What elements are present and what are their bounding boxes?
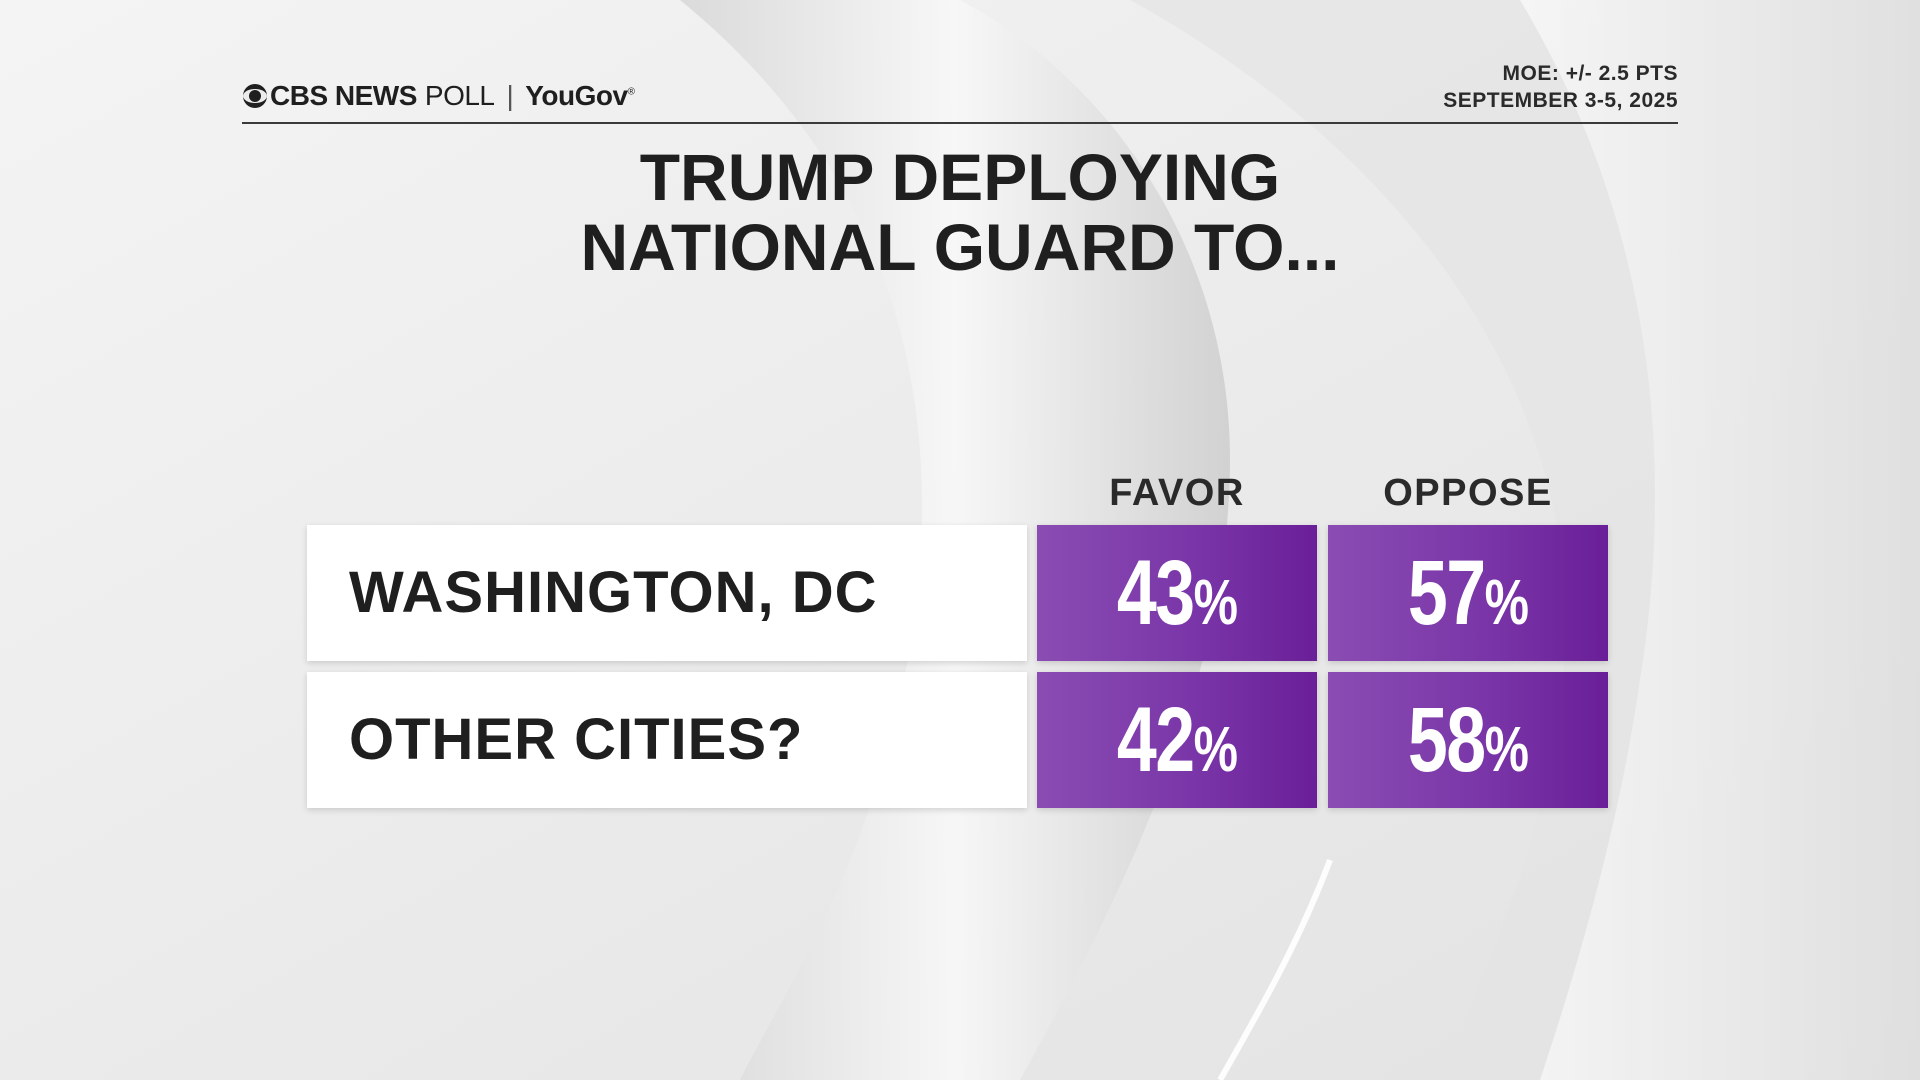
brand-separator: | xyxy=(506,80,514,111)
brand-poll: POLL xyxy=(424,80,495,111)
row-label: WASHINGTON, DC xyxy=(349,560,878,625)
brand-partner-name: YouGov xyxy=(525,80,628,111)
poll-meta: MOE: +/- 2.5 PTS SEPTEMBER 3-5, 2025 xyxy=(1443,60,1678,114)
value-cell-oppose: 57% xyxy=(1328,525,1608,661)
value-label: 42% xyxy=(1117,694,1238,795)
brand-partner: YouGov® xyxy=(525,80,635,112)
chart-title-line-1: TRUMP DEPLOYING xyxy=(639,140,1281,214)
poll-header: CBS NEWS POLL | YouGov® MOE: +/- 2.5 PTS… xyxy=(242,58,1678,124)
value-number: 42 xyxy=(1117,689,1195,791)
value-cell-oppose: 58% xyxy=(1328,672,1608,808)
column-header-oppose: OPPOSE xyxy=(1383,472,1553,514)
brand-lockup: CBS NEWS POLL | YouGov® xyxy=(242,80,635,112)
cbs-eye-logo-icon xyxy=(243,84,267,108)
value-unit: % xyxy=(1484,566,1529,638)
value-number: 57 xyxy=(1408,542,1486,644)
table-row-label-box: WASHINGTON, DC xyxy=(307,525,1027,661)
table-row-label-box: OTHER CITIES? xyxy=(307,672,1027,808)
column-header-favor: FAVOR xyxy=(1109,472,1245,514)
value-unit: % xyxy=(1484,713,1529,785)
brand-cbs-news: CBS NEWS xyxy=(270,80,417,111)
value-number: 58 xyxy=(1408,689,1486,791)
value-unit: % xyxy=(1193,566,1238,638)
value-unit: % xyxy=(1193,713,1238,785)
registered-mark: ® xyxy=(627,86,635,98)
row-label: OTHER CITIES? xyxy=(349,707,804,772)
chart-title-line-2: NATIONAL GUARD TO... xyxy=(580,210,1340,284)
chart-title: TRUMP DEPLOYING NATIONAL GUARD TO... xyxy=(360,142,1560,282)
value-cell-favor: 42% xyxy=(1037,672,1317,808)
poll-dates: SEPTEMBER 3-5, 2025 xyxy=(1443,89,1678,112)
value-cell-favor: 43% xyxy=(1037,525,1317,661)
value-label: 43% xyxy=(1117,547,1238,648)
value-label: 58% xyxy=(1408,694,1529,795)
value-number: 43 xyxy=(1117,542,1195,644)
margin-of-error: MOE: +/- 2.5 PTS xyxy=(1502,62,1678,85)
value-label: 57% xyxy=(1408,547,1529,648)
